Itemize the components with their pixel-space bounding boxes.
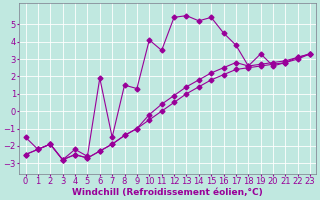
X-axis label: Windchill (Refroidissement éolien,°C): Windchill (Refroidissement éolien,°C) <box>72 188 263 197</box>
